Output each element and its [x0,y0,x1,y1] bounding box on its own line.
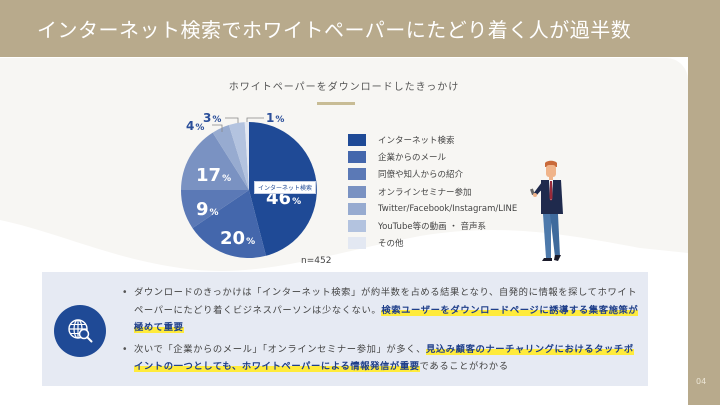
chart-title: ホワイトペーパーをダウンロードしたきっかけ [228,82,460,93]
legend-swatch [348,168,366,181]
internet-search-tag: インターネット検索 [254,181,317,194]
slice-sns [212,125,249,190]
legend-item: インターネット検索 [348,131,517,148]
chart-title-underline [317,102,355,105]
header-band: インターネット検索でホワイトペーパーにたどり着く人が過半数 [0,0,720,57]
summary-bullet-2: 次いで「企業からのメール」「オンラインセミナー参加」が多く、見込み顧客のナーチャ… [122,341,642,376]
legend-swatch [348,185,366,198]
legend-swatch [348,150,366,163]
legend-swatch [348,237,366,250]
slice-colleague-referral [180,190,249,229]
right-accent-strip [688,0,720,405]
legend-swatch [348,202,366,215]
legend-item: YouTube等の動画 ・ 音声系 [348,217,517,234]
slice-label-4: 4% [186,119,205,133]
slice-other [244,121,249,190]
summary-bullet-1: ダウンロードのきっかけは「インターネット検索」が約半数を占める結果となり、自発的… [122,284,642,337]
page-number: 04 [696,377,707,386]
slice-label-20: 20% [220,228,256,249]
slice-label-17: 17% [196,165,232,186]
legend-item: その他 [348,235,517,252]
sample-size-label: n=452 [301,256,332,266]
globe-search-icon [54,305,106,357]
legend-swatch [348,133,366,146]
pie-chart [180,117,317,259]
legend-item: Twitter/Facebook/Instagram/LINE [348,200,517,217]
summary-bullets: ダウンロードのきっかけは「インターネット検索」が約半数を占める結果となり、自発的… [122,284,642,380]
page-title: インターネット検索でホワイトペーパーにたどり着く人が過半数 [37,18,632,42]
slice-company-email [192,190,266,259]
slice-label-9: 9% [196,199,219,220]
slice-youtube [228,122,249,190]
legend-item: 企業からのメール [348,148,517,165]
slice-online-seminar [181,132,249,190]
legend-item: オンラインセミナー参加 [348,183,517,200]
businessman-illustration [530,160,563,261]
slice-label-1: 1% [266,111,285,125]
legend-item: 同僚や知人からの紹介 [348,166,517,183]
legend-swatch [348,220,366,233]
chart-legend: インターネット検索 企業からのメール 同僚や知人からの紹介 オンラインセミナー参… [348,131,517,252]
slice-label-3: 3% [203,111,222,125]
